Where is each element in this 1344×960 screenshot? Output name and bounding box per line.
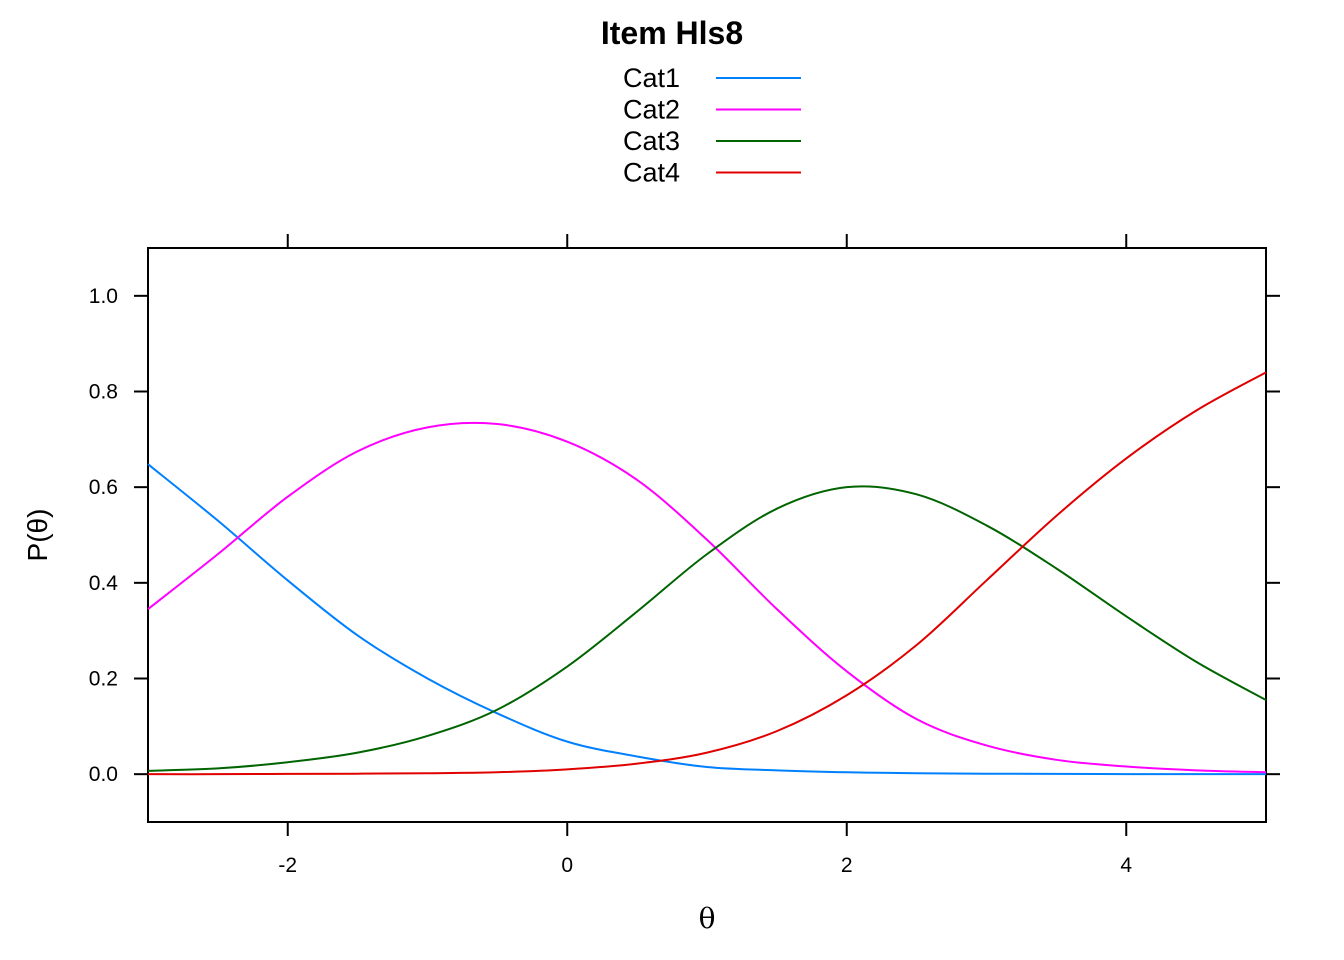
x-tick-label: 0 [561, 854, 573, 877]
legend-label-cat4: Cat4 [623, 158, 680, 188]
y-axis: 0.0 0.2 0.4 0.6 0.8 1.0 [89, 285, 1280, 786]
y-axis-label: P(θ) [22, 509, 53, 562]
x-axis-label: θ [699, 902, 716, 935]
y-tick-label: 0.0 [89, 763, 118, 786]
y-tick-label: 1.0 [89, 285, 118, 308]
series-line-cat2 [147, 421, 1267, 774]
series-line-cat3 [147, 485, 1267, 772]
y-tick-label: 0.6 [89, 476, 118, 499]
chart-title: Item Hls8 [601, 15, 743, 51]
legend-label-cat3: Cat3 [623, 126, 680, 156]
y-tick-label: 0.8 [89, 381, 118, 404]
y-tick-label: 0.2 [89, 668, 118, 691]
y-tick-label: 0.4 [89, 572, 119, 595]
series-group [147, 371, 1267, 776]
x-axis: -2 0 2 4 [278, 234, 1132, 877]
x-tick-label: 4 [1120, 854, 1132, 877]
legend-label-cat2: Cat2 [623, 95, 680, 125]
series-line-cat1 [147, 463, 1267, 776]
x-tick-label: 2 [841, 854, 853, 877]
x-tick-label: -2 [278, 854, 297, 877]
series-line-cat4 [147, 371, 1267, 776]
legend-label-cat1: Cat1 [623, 63, 680, 93]
plot-frame [147, 247, 1267, 823]
